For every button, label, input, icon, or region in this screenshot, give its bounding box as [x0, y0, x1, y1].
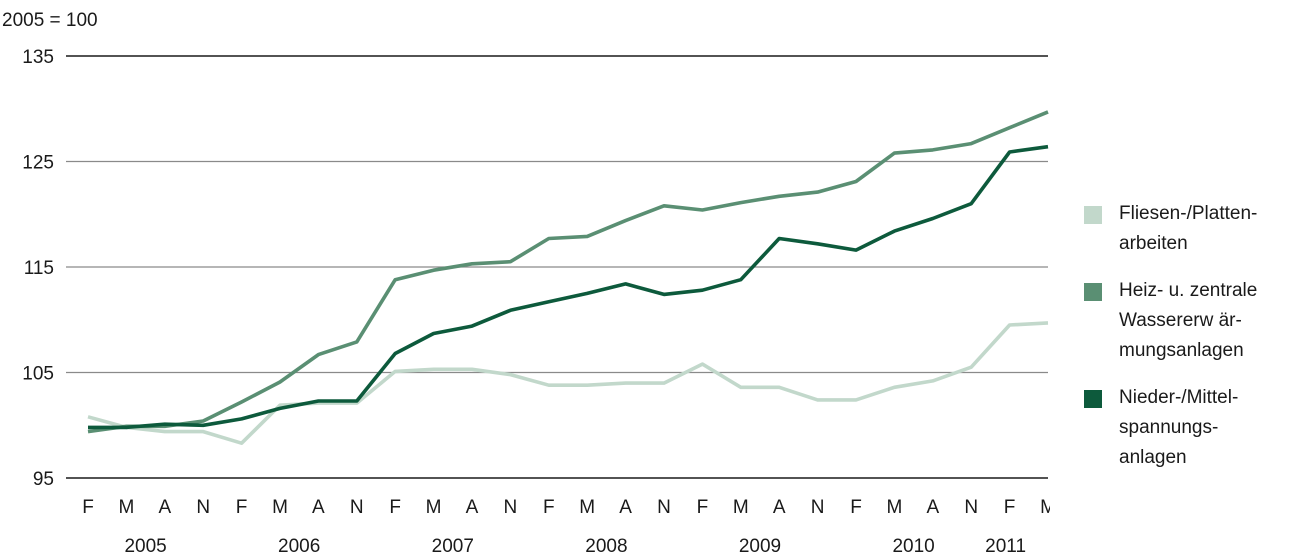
year-labels: 2005 2006 2007 2008 2009 2010 2011 [124, 536, 1026, 557]
legend-swatch [1084, 283, 1102, 301]
legend-swatch [1084, 390, 1102, 408]
x-tick-label: M [579, 497, 595, 518]
y-tick-label: 135 [22, 47, 54, 68]
y-tick-label: 115 [24, 258, 54, 279]
x-tick-label: F [543, 497, 555, 518]
x-tick-label: A [773, 497, 786, 518]
x-tick-label: M [426, 497, 442, 518]
x-tick-label: N [964, 497, 978, 518]
series-line-2 [87, 110, 1049, 434]
year-label: 2008 [585, 536, 627, 557]
x-tick-label: N [504, 497, 518, 518]
year-label: 2010 [892, 536, 934, 557]
series-line-1 [87, 321, 1049, 446]
x-tick-label: F [82, 497, 94, 518]
x-tick-label: N [657, 497, 671, 518]
x-tick-label: M [1040, 497, 1050, 518]
x-tick-label: M [118, 497, 134, 518]
x-tick-label: N [350, 497, 364, 518]
year-label: 2007 [432, 536, 474, 557]
year-label: 2005 [124, 536, 166, 557]
x-tick-label: N [811, 497, 825, 518]
x-tick-label: F [697, 497, 709, 518]
x-tick-label: A [619, 497, 632, 518]
legend-label: Fliesen-/Platten- arbeiten [1119, 203, 1258, 254]
x-tick-label: F [389, 497, 401, 518]
x-tick-label: M [272, 497, 288, 518]
x-tick-label: M [886, 497, 902, 518]
x-tick-label: N [196, 497, 210, 518]
legend-item: Heiz- u. zentrale Wassererw är- mungsanl… [1084, 280, 1289, 366]
y-tick-label: 95 [33, 469, 54, 490]
x-tick-label: F [850, 497, 862, 518]
x-tick-label: F [236, 497, 248, 518]
x-tick-label: A [926, 497, 939, 518]
y-tick-label: 105 [22, 364, 54, 385]
legend-item: Nieder-/Mittel- spannungs- anlagen [1084, 387, 1289, 473]
legend-swatch [1084, 206, 1102, 224]
legend-label: Heiz- u. zentrale Wassererw är- mungsanl… [1119, 280, 1258, 361]
y-tick-label: 125 [22, 153, 54, 174]
legend: Fliesen-/Platten- arbeiten Heiz- u. zentr… [1084, 203, 1289, 495]
x-tick-label: F [1004, 497, 1016, 518]
series-lines [87, 110, 1049, 446]
series-line-3 [88, 144, 1049, 430]
y-axis-ticks: 95 105 115 125 135 [22, 47, 54, 490]
y-unit-label: 2005 = 100 [2, 10, 98, 31]
year-label: 2006 [278, 536, 320, 557]
x-tick-label: A [466, 497, 479, 518]
year-label: 2009 [739, 536, 781, 557]
year-label: 2011 [985, 536, 1026, 557]
line-chart: 2005 = 100 95 105 115 125 135 F M A N F M A N F M A N F M… [2, 10, 1050, 557]
x-tick-label: A [158, 497, 171, 518]
legend-item: Fliesen-/Platten- arbeiten [1084, 203, 1289, 259]
legend-label: Nieder-/Mittel- spannungs- anlagen [1119, 387, 1239, 468]
x-tick-label: A [312, 497, 325, 518]
x-tick-label: M [733, 497, 749, 518]
